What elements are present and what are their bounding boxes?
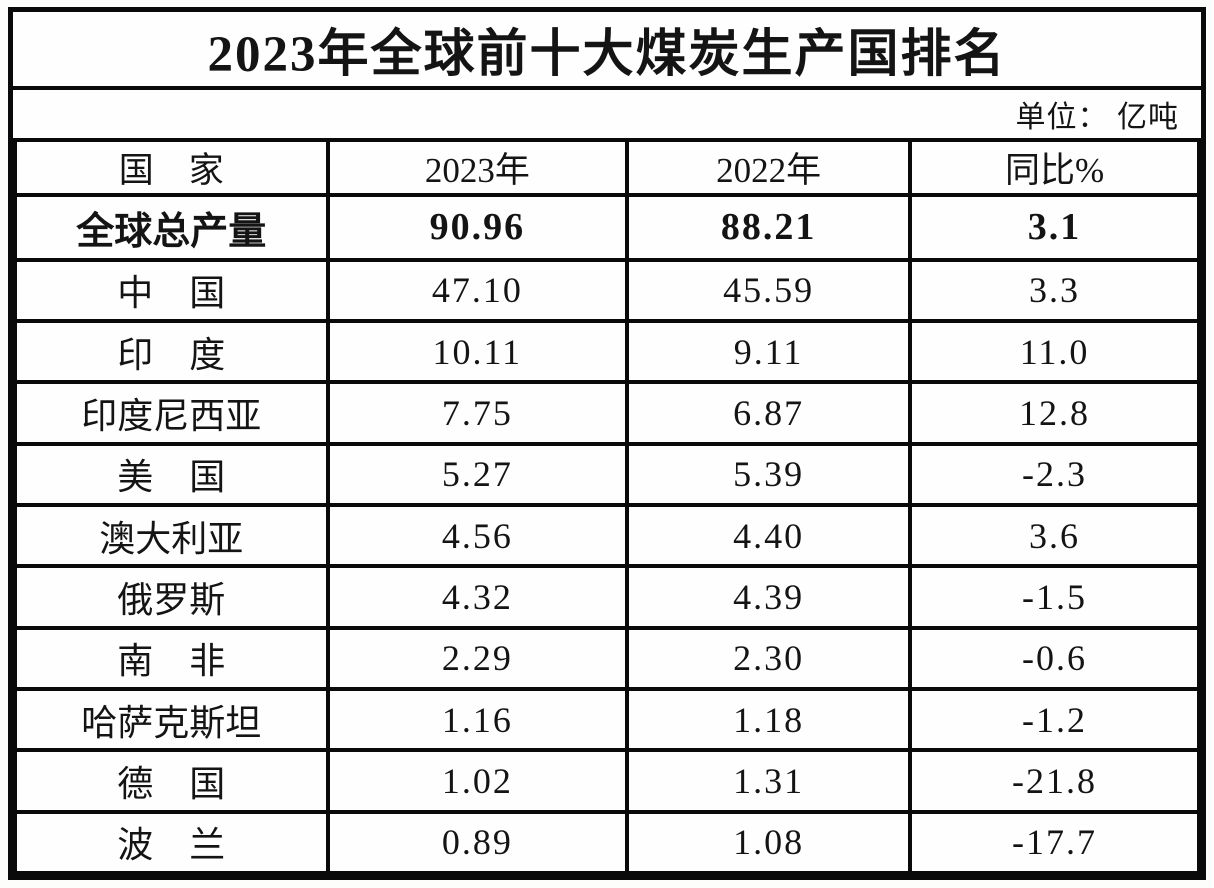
- value-2022-cell: 1.08: [625, 809, 913, 876]
- unit-note: 单位： 亿吨: [1015, 101, 1179, 134]
- value-2022-cell: 5.39: [625, 441, 913, 507]
- table-row: 南 非 2.29 2.30 -0.6: [13, 625, 1201, 691]
- value-2023-cell: 4.32: [325, 564, 630, 630]
- table-row: 美 国 5.27 5.39 -2.3: [13, 441, 1201, 507]
- country-cell: 德 国: [13, 748, 330, 814]
- country-cell: 全球总产量: [13, 193, 330, 262]
- country-cell: 印 度: [13, 318, 330, 385]
- country-cell: 澳大利亚: [13, 502, 330, 569]
- value-2023-cell: 4.56: [325, 502, 630, 569]
- col-header-2023: 2023年: [325, 138, 630, 197]
- value-2023-cell: 1.02: [325, 748, 630, 814]
- country-cell: 哈萨克斯坦: [13, 686, 330, 753]
- country-cell: 印度尼西亚: [13, 380, 330, 446]
- total-row: 全球总产量 90.96 88.21 3.1: [13, 193, 1201, 262]
- value-2023-cell: 0.89: [325, 809, 630, 876]
- table-row: 俄罗斯 4.32 4.39 -1.5: [13, 564, 1201, 630]
- value-2023-cell: 2.29: [325, 625, 630, 691]
- yoy-cell: -2.3: [908, 441, 1201, 507]
- value-2022-cell: 1.31: [625, 748, 913, 814]
- value-2022-cell: 4.39: [625, 564, 913, 630]
- col-header-yoy: 同比%: [908, 138, 1201, 197]
- yoy-cell: 3.3: [908, 257, 1201, 323]
- value-2022-cell: 4.40: [625, 502, 913, 569]
- value-2022-cell: 9.11: [625, 318, 913, 385]
- yoy-cell: -0.6: [908, 625, 1201, 691]
- yoy-cell: 11.0: [908, 318, 1201, 385]
- yoy-cell: 3.6: [908, 502, 1201, 569]
- col-header-country: 国 家: [13, 138, 330, 197]
- value-2022-cell: 45.59: [625, 257, 913, 323]
- coal-ranking-table: 2023年全球前十大煤炭生产国排名 单位： 亿吨 国 家 2023年 2022年…: [8, 7, 1206, 880]
- country-cell: 美 国: [13, 441, 330, 507]
- country-cell: 南 非: [13, 625, 330, 691]
- yoy-cell: -17.7: [908, 809, 1201, 876]
- value-2022-cell: 6.87: [625, 380, 913, 446]
- value-2022-cell: 1.18: [625, 686, 913, 753]
- value-2023-cell: 1.16: [325, 686, 630, 753]
- col-header-2022: 2022年: [625, 138, 913, 197]
- country-cell: 中 国: [13, 257, 330, 323]
- table-row: 印度尼西亚 7.75 6.87 12.8: [13, 380, 1201, 446]
- yoy-cell: 12.8: [908, 380, 1201, 446]
- table-row: 印 度 10.11 9.11 11.0: [13, 318, 1201, 385]
- table-title: 2023年全球前十大煤炭生产国排名: [13, 12, 1201, 90]
- value-2022-cell: 88.21: [625, 193, 913, 262]
- value-2023-cell: 5.27: [325, 441, 630, 507]
- value-2023-cell: 10.11: [325, 318, 630, 385]
- value-2022-cell: 2.30: [625, 625, 913, 691]
- value-2023-cell: 47.10: [325, 257, 630, 323]
- value-2023-cell: 90.96: [325, 193, 630, 262]
- table-body: 全球总产量 90.96 88.21 3.1 中 国 47.10 45.59 3.3 印 度 10.…: [13, 193, 1201, 876]
- yoy-cell: -1.2: [908, 686, 1201, 753]
- value-2023-cell: 7.75: [325, 380, 630, 446]
- header-row: 国 家 2023年 2022年 同比%: [13, 138, 1201, 197]
- yoy-cell: 3.1: [908, 193, 1201, 262]
- table-row: 中 国 47.10 45.59 3.3: [13, 257, 1201, 323]
- country-cell: 波 兰: [13, 809, 330, 876]
- data-table: 国 家 2023年 2022年 同比% 全球总产量 90.96 88.21 3.1 中 …: [13, 138, 1201, 876]
- table-row: 波 兰 0.89 1.08 -17.7: [13, 809, 1201, 876]
- table-row: 德 国 1.02 1.31 -21.8: [13, 748, 1201, 814]
- table-row: 哈萨克斯坦 1.16 1.18 -1.2: [13, 686, 1201, 753]
- table-row: 澳大利亚 4.56 4.40 3.6: [13, 502, 1201, 569]
- country-cell: 俄罗斯: [13, 564, 330, 630]
- yoy-cell: -1.5: [908, 564, 1201, 630]
- yoy-cell: -21.8: [908, 748, 1201, 814]
